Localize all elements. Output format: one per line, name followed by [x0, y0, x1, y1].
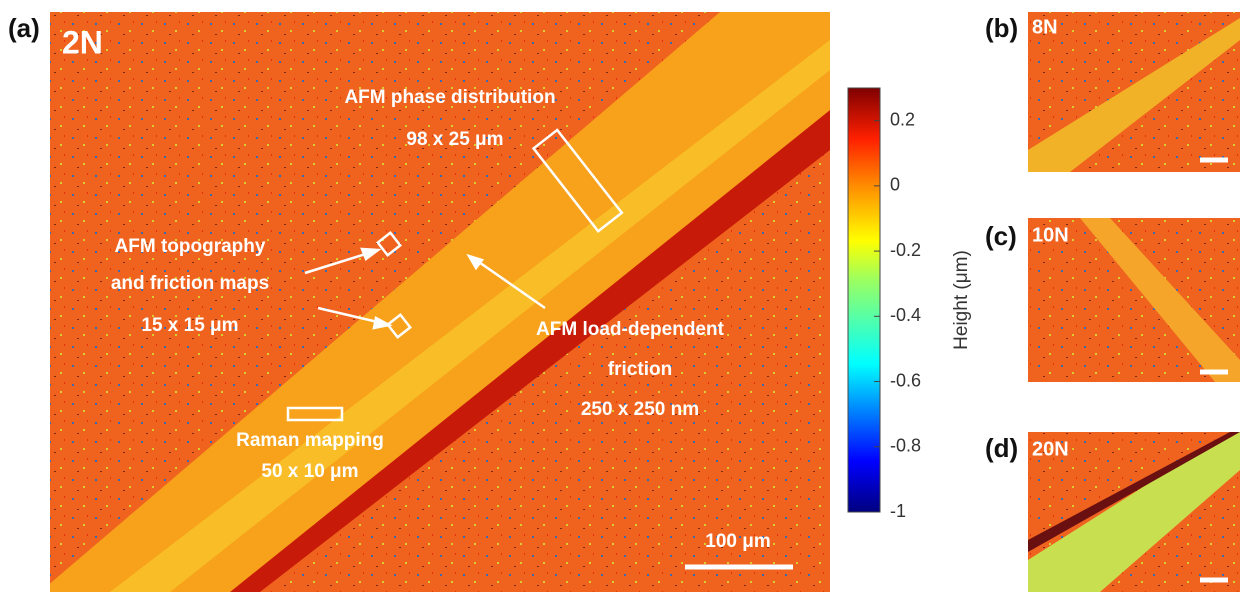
colorbar-label: Height (μm) — [951, 250, 972, 350]
colorbar-tick-label: -0.4 — [890, 305, 921, 325]
colorbar-tick-label: 0 — [890, 175, 900, 195]
figure: AFM phase distribution 98 x 25 μm AFM topo… — [0, 0, 1248, 592]
annotation: 15 x 15 μm — [141, 315, 238, 336]
load-label: 10N — [1032, 224, 1069, 246]
load-label: 8N — [1032, 16, 1058, 38]
scale-bar-label: 100 μm — [705, 531, 771, 552]
annotation: and friction maps — [111, 273, 269, 294]
annotation: AFM topography — [115, 236, 266, 257]
colorbar-tick-label: -0.6 — [890, 370, 921, 390]
panel-label: (b) — [985, 13, 1018, 43]
afm-image-b — [1028, 12, 1240, 172]
colorbar — [848, 88, 880, 512]
annotation: AFM phase distribution — [344, 87, 555, 108]
annotation: friction — [608, 359, 672, 380]
colorbar-tick-label: 0.2 — [890, 109, 915, 129]
annotation: AFM load-dependent — [536, 319, 725, 340]
load-label: 2N — [62, 24, 103, 60]
panel-label: (c) — [985, 221, 1017, 251]
annotation: 98 x 25 μm — [406, 129, 503, 150]
annotation: 50 x 10 μm — [261, 461, 358, 482]
annotation: Raman mapping — [236, 430, 384, 451]
colorbar-tick-label: -1 — [890, 501, 906, 521]
panel-label: (d) — [985, 433, 1018, 463]
colorbar-tick-label: -0.8 — [890, 436, 921, 456]
load-label: 20N — [1032, 438, 1069, 460]
annotation: 250 x 250 nm — [581, 399, 699, 420]
colorbar-tick-label: -0.2 — [890, 240, 921, 260]
panel-label: (a) — [8, 13, 40, 43]
